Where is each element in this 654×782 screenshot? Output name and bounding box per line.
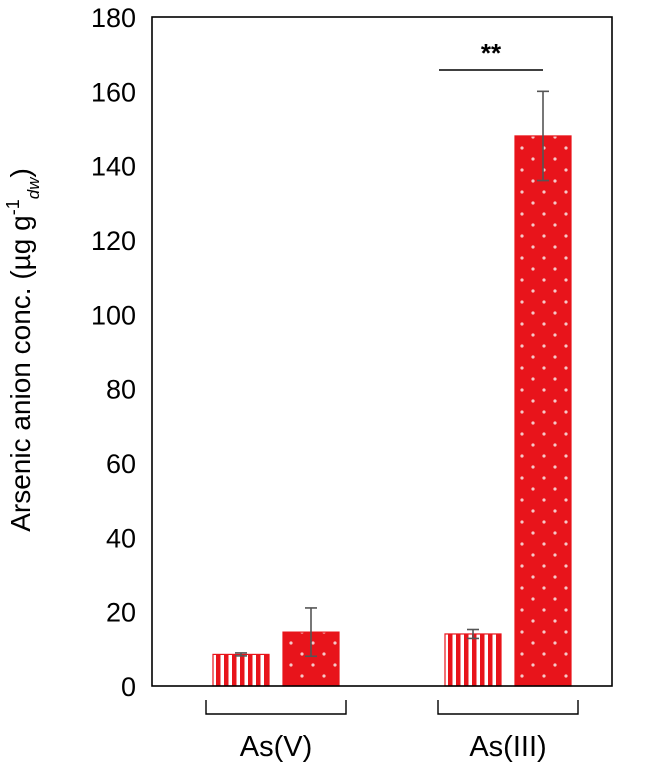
y-tick-label: 40 <box>106 523 136 553</box>
y-tick-label: 140 <box>91 152 136 182</box>
y-tick-label: 160 <box>91 77 136 107</box>
bar-series <box>212 135 572 687</box>
plot-area-frame <box>151 16 613 687</box>
category-label: As(III) <box>469 731 546 763</box>
y-axis-title: Arsenic anion conc. (µg g-1dw) <box>3 168 43 532</box>
y-tick-label: 60 <box>106 449 136 479</box>
error-bar <box>537 90 549 182</box>
bar <box>212 653 270 687</box>
y-axis-title-close: ) <box>5 168 36 177</box>
error-bar <box>467 628 479 640</box>
significance-label: ** <box>481 38 502 68</box>
significance-annotations: ** <box>439 38 543 71</box>
y-axis-title-main: Arsenic anion conc. (µg g <box>5 215 36 532</box>
y-axis-title-subscript: dw <box>24 176 43 199</box>
y-tick-label: 80 <box>106 375 136 405</box>
bar <box>514 135 572 687</box>
y-tick-label: 180 <box>91 3 136 33</box>
category-label: As(V) <box>240 731 313 763</box>
y-axis-ticks: 0 20 40 60 80 100 120 140 160 180 <box>91 3 136 702</box>
y-axis-title-superscript: -1 <box>3 199 23 215</box>
y-tick-label: 100 <box>91 300 136 330</box>
category-bracket <box>437 700 579 715</box>
y-tick-label: 20 <box>106 598 136 628</box>
svg-text:Arsenic anion conc. (µg g-1dw): Arsenic anion conc. (µg g-1dw) <box>3 168 43 532</box>
y-tick-label: 120 <box>91 226 136 256</box>
category-axis: As(V) As(III) <box>205 700 579 763</box>
error-bars <box>235 90 549 658</box>
error-bar <box>305 607 317 658</box>
y-tick-label: 0 <box>121 672 136 702</box>
bar <box>444 633 502 687</box>
category-bracket <box>205 700 347 715</box>
error-bar <box>235 652 247 657</box>
